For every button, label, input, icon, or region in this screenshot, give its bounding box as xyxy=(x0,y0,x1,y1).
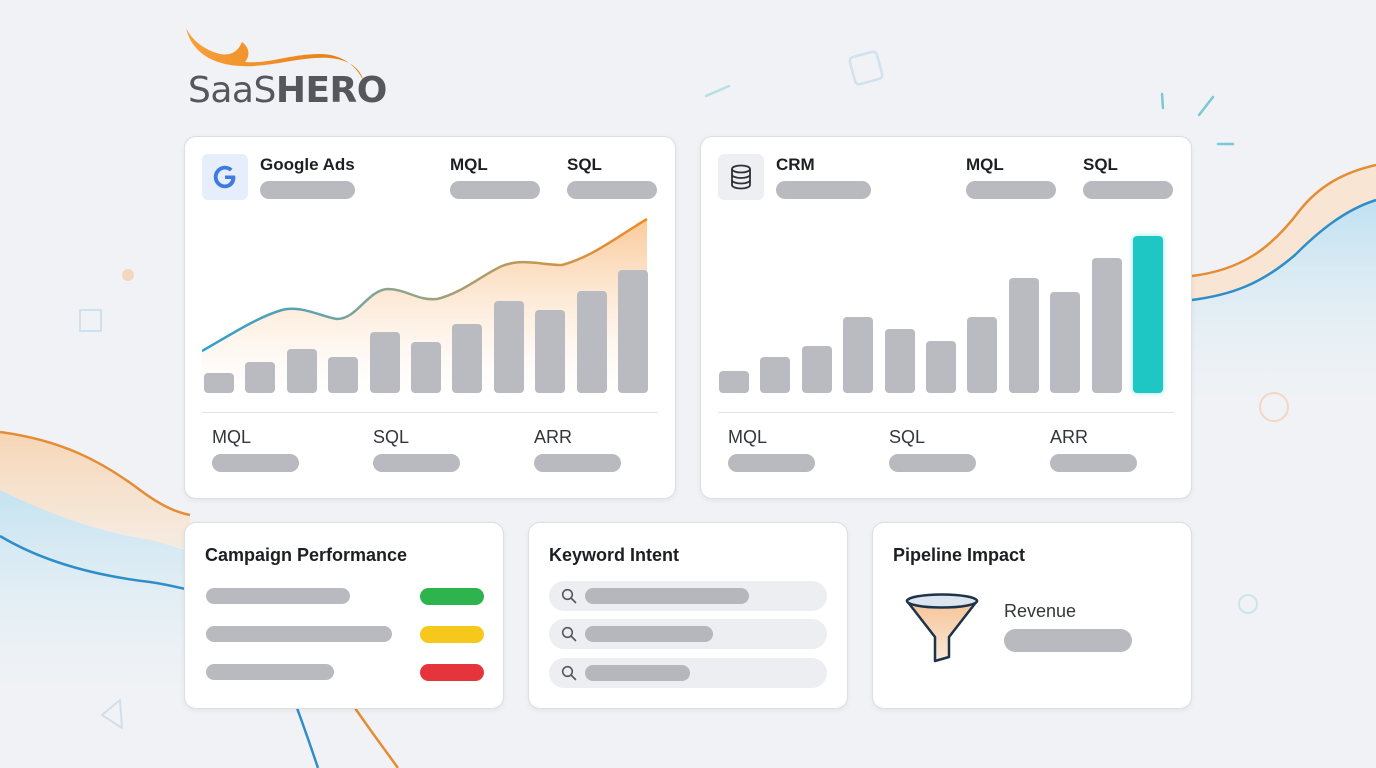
saashero-logo: SaaSHERO xyxy=(180,26,387,112)
revenue-label: Revenue xyxy=(1004,601,1077,621)
footer-metric-label: SQL xyxy=(889,427,926,447)
chart-bar xyxy=(245,362,275,393)
campaign-performance-title: Campaign Performance xyxy=(205,545,408,565)
chart-bar xyxy=(494,301,524,393)
pipeline-impact-title: Pipeline Impact xyxy=(893,545,1026,565)
header-metric-label: SQL xyxy=(1083,155,1118,174)
database-icon xyxy=(718,154,764,200)
search-icon xyxy=(561,626,577,642)
crm-card[interactable]: CRM MQL SQL MQL SQL ARR xyxy=(700,136,1192,499)
chart-bar xyxy=(204,373,234,393)
funnel-icon xyxy=(905,593,979,663)
chart-bar xyxy=(1092,258,1122,393)
search-icon xyxy=(561,588,577,604)
footer-metric-label: ARR xyxy=(1050,427,1089,447)
logo-swoosh-icon xyxy=(186,28,364,82)
header-metric-value xyxy=(966,181,1056,199)
status-warn-indicator xyxy=(420,626,484,643)
chart-bar xyxy=(452,324,482,393)
google-g-icon xyxy=(202,154,248,200)
logo-text-light: SaaS xyxy=(188,70,276,111)
header-metric-label: MQL xyxy=(966,155,1004,174)
chart-bar xyxy=(760,357,790,393)
keyword-placeholder xyxy=(585,626,713,642)
footer-metric-value xyxy=(534,454,621,472)
logo-wordmark: SaaSHERO xyxy=(188,70,387,111)
keyword-intent-card[interactable]: Keyword Intent xyxy=(528,522,848,709)
footer-metric-label: MQL xyxy=(212,427,252,447)
chart-bar xyxy=(411,342,441,393)
status-good-indicator xyxy=(420,588,484,605)
revenue-value-placeholder xyxy=(1004,629,1132,652)
header-metric-value xyxy=(1083,181,1173,199)
header-metric-value xyxy=(450,181,540,199)
footer-metric-label: MQL xyxy=(728,427,768,447)
crm-chart xyxy=(719,233,1169,393)
keyword-row[interactable] xyxy=(549,619,827,649)
card-divider xyxy=(718,412,1174,413)
campaign-row-bar xyxy=(206,626,392,642)
search-icon xyxy=(561,665,577,681)
chart-bar xyxy=(802,346,832,393)
logo-text-bold: HERO xyxy=(275,70,388,111)
chart-bar xyxy=(1009,278,1039,393)
keyword-placeholder xyxy=(585,588,749,604)
keyword-row[interactable] xyxy=(549,658,827,688)
campaign-row-bar xyxy=(206,664,334,680)
footer-metric-value xyxy=(889,454,976,472)
google-ads-card[interactable]: Google Ads MQL SQL xyxy=(184,136,676,499)
chart-bar xyxy=(328,357,358,393)
chart-bar xyxy=(577,291,607,393)
chart-bar xyxy=(1050,292,1080,393)
footer-metric-value xyxy=(728,454,815,472)
chart-bar xyxy=(926,341,956,393)
chart-bar xyxy=(843,317,873,393)
crm-title: CRM xyxy=(776,155,815,174)
header-metric-value xyxy=(567,181,657,199)
google-ads-title: Google Ads xyxy=(260,155,355,174)
chart-bar xyxy=(719,371,749,393)
pipeline-impact-card[interactable]: Pipeline Impact Revenue xyxy=(872,522,1192,709)
status-bad-indicator xyxy=(420,664,484,681)
campaign-performance-card[interactable]: Campaign Performance xyxy=(184,522,504,709)
chart-bar xyxy=(618,270,648,393)
chart-bar-highlighted xyxy=(1133,236,1163,393)
crm-value-placeholder xyxy=(776,181,871,199)
header-metric-label: SQL xyxy=(567,155,602,174)
chart-bar xyxy=(885,329,915,393)
footer-metric-value xyxy=(212,454,299,472)
chart-bar xyxy=(370,332,400,393)
chart-bar xyxy=(287,349,317,393)
keyword-placeholder xyxy=(585,665,690,681)
footer-metric-value xyxy=(1050,454,1137,472)
footer-metric-label: ARR xyxy=(534,427,573,447)
footer-metric-value xyxy=(373,454,460,472)
card-divider xyxy=(202,412,658,413)
google-ads-value-placeholder xyxy=(260,181,355,199)
footer-metric-label: SQL xyxy=(373,427,410,447)
keyword-intent-title: Keyword Intent xyxy=(549,545,680,565)
chart-bar xyxy=(535,310,565,393)
keyword-row[interactable] xyxy=(549,581,827,611)
chart-bar xyxy=(967,317,997,393)
google-ads-chart xyxy=(202,213,652,393)
header-metric-label: MQL xyxy=(450,155,488,174)
campaign-row-bar xyxy=(206,588,350,604)
